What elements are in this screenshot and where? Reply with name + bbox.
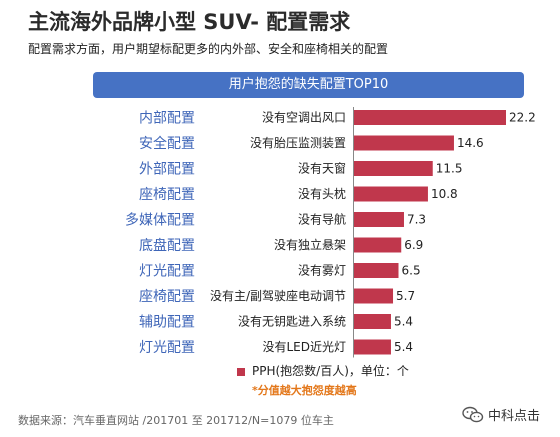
group-label: 安全配置 [139,135,195,152]
bar [354,161,433,176]
wechat-icon [462,406,484,422]
category-label: 没有独立悬架 [274,237,346,252]
category-label: 没有主/副驾驶座电动调节 [210,288,346,303]
bar [354,110,506,125]
value-label: 6.9 [404,238,423,252]
group-label: 多媒体配置 [125,212,195,229]
group-label: 辅助配置 [139,315,195,331]
category-label: 没有空调出风口 [262,110,346,125]
category-label: 没有雾灯 [298,263,346,278]
category-label: 没有胎压监测装置 [250,135,346,150]
group-label: 座椅配置 [139,187,195,203]
page-title: 主流海外品牌小型 SUV- 配置需求 [28,10,351,34]
bar [354,288,394,304]
value-label: 14.6 [457,136,484,150]
category-label: 没有导航 [298,212,346,227]
value-label: 7.3 [407,213,426,227]
category-label: 没有无钥匙进入系统 [238,314,346,329]
value-label: 22.2 [509,111,536,125]
logo-text: 中科点击 [488,409,541,424]
legend-label: PPH(抱怨数/百人)，单位：个 [252,364,409,378]
group-label: 外部配置 [139,162,195,178]
value-label: 11.5 [436,162,463,176]
legend-swatch [237,368,245,376]
group-label: 灯光配置 [139,264,195,280]
chart-title-banner: 用户抱怨的缺失配置TOP10 [93,72,524,98]
bar [354,263,399,278]
group-label: 座椅配置 [139,289,195,305]
value-label: 5.4 [394,315,413,329]
legend-note: *分值越大抱怨度越高 [252,384,357,397]
brand-logo: 中科点击 [462,405,540,424]
group-label: 内部配置 [139,111,195,127]
data-source: 数据来源：汽车垂直网站 /201701 至 201712/N=1079 位车主 [18,414,334,427]
page-subtitle: 配置需求方面，用户期望标配更多的内外部、安全和座椅相关的配置 [28,42,389,56]
value-label: 6.5 [402,264,421,278]
category-label: 没有天窗 [298,161,346,176]
value-label: 10.8 [431,187,458,201]
group-label: 底盘配置 [139,237,195,254]
bar [354,314,391,329]
category-label: 没有LED近光灯 [262,339,346,354]
bar [354,212,404,227]
bar [354,135,454,151]
value-label: 5.7 [396,289,415,303]
value-label: 5.4 [394,340,413,354]
bar [354,186,428,202]
category-label: 没有头枕 [298,186,346,201]
bar [354,339,391,355]
bar [354,237,402,253]
group-label: 灯光配置 [139,340,195,356]
